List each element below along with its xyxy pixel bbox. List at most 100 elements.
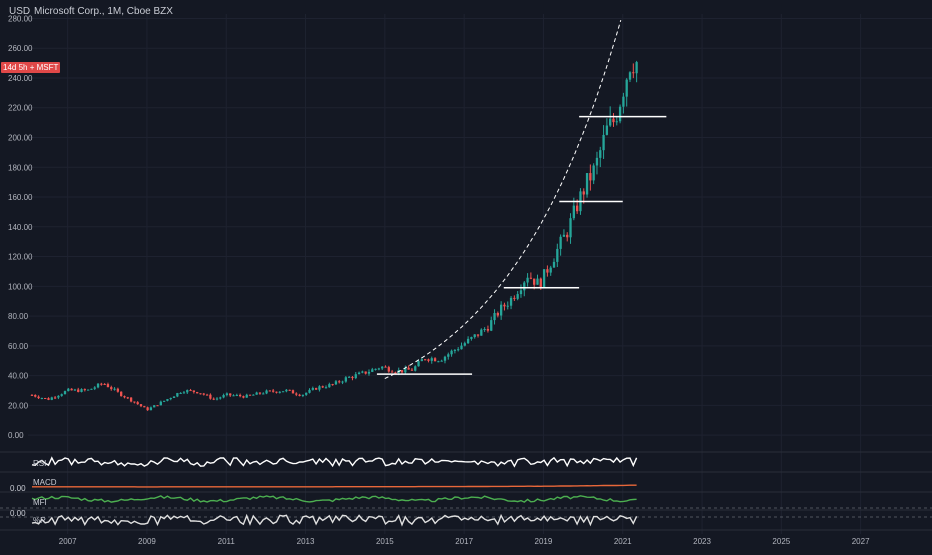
y-tick-label: 40.00 [8, 372, 29, 381]
candle-body [575, 205, 579, 212]
candle-body [437, 361, 440, 363]
candle-body [486, 328, 490, 331]
x-tick-label: 2011 [218, 537, 236, 546]
candle-body [503, 304, 506, 307]
candle-body [542, 269, 546, 289]
candle-body [182, 392, 186, 394]
candle-body [476, 334, 480, 336]
candle-body [480, 329, 483, 336]
y-tick-label: 280.00 [8, 14, 33, 23]
y-tick-label: 120.00 [8, 253, 33, 262]
candle-body [493, 313, 496, 321]
candle-body [361, 371, 364, 373]
candle-body [618, 106, 622, 122]
candle-body [60, 394, 63, 396]
candle-body [519, 290, 523, 295]
candle-body [103, 383, 106, 385]
candle-body [83, 389, 86, 391]
candle-body [63, 391, 67, 395]
x-tick-label: 2015 [376, 537, 394, 546]
y-tick-label: 80.00 [8, 312, 29, 321]
candle-body [566, 234, 569, 238]
candle-body [265, 390, 268, 394]
candle-body [496, 313, 499, 316]
candle-body [427, 359, 430, 361]
candle-body [460, 345, 463, 350]
candle-body [394, 372, 397, 374]
candle-body [513, 297, 516, 299]
candle-body [225, 393, 229, 396]
candle-body [612, 118, 615, 123]
candle-body [351, 376, 354, 379]
candle-body [602, 134, 605, 151]
candle-body [344, 377, 348, 382]
macd-label: MACD [33, 478, 57, 487]
candle-body [172, 396, 176, 398]
candle-body [374, 368, 377, 370]
candle-body [334, 381, 338, 385]
candle-body [348, 376, 351, 378]
candle-body [414, 366, 417, 371]
candle-body [556, 248, 559, 262]
candle-body [235, 394, 238, 396]
candle-body [338, 381, 341, 383]
candle-body [77, 389, 80, 392]
mfi-label: MFI [33, 498, 47, 507]
candle-body [70, 388, 73, 391]
y-tick-label: 260.00 [8, 44, 33, 53]
candle-body [367, 371, 371, 374]
candle-body [113, 388, 116, 390]
candle-body [622, 96, 625, 107]
candle-body [490, 320, 493, 331]
candle-body [466, 338, 470, 344]
candle-body [572, 205, 575, 219]
macd-line [32, 484, 637, 488]
candle-body [443, 356, 447, 361]
candle-body [457, 349, 460, 351]
candle-body [44, 397, 47, 399]
candle-body [559, 236, 562, 249]
candle-body [219, 397, 222, 399]
candle-body [417, 361, 420, 367]
candle-body [536, 278, 539, 285]
candle-body [354, 374, 357, 379]
y-tick-label: 200.00 [8, 134, 33, 143]
candle-body [423, 359, 427, 361]
currency-label: USD [9, 6, 31, 17]
y-tick-label: 240.00 [8, 74, 33, 83]
candle-body [410, 369, 414, 371]
y-tick-label: 0.00 [8, 431, 24, 440]
candle-body [57, 395, 60, 398]
candle-body [272, 390, 275, 392]
candle-body [34, 394, 37, 397]
candle-body [523, 282, 526, 291]
candle-body [53, 397, 57, 399]
candle-body [222, 395, 225, 398]
candle-body [143, 406, 146, 408]
candle-body [499, 304, 503, 316]
mfi-line [31, 495, 637, 503]
candle-body [242, 396, 245, 398]
candle-body [331, 384, 334, 386]
candle-body [420, 359, 424, 362]
candle-body [298, 394, 301, 396]
candle-body [308, 389, 311, 393]
candle-body [628, 72, 632, 80]
candle-body [318, 386, 321, 390]
candle-body [192, 390, 196, 393]
candle-body [96, 383, 100, 388]
candle-body [305, 392, 308, 395]
candle-body [470, 337, 473, 339]
candle-body [552, 261, 556, 268]
candle-body [268, 390, 272, 392]
x-tick-label: 2023 [693, 537, 711, 546]
candle-body [209, 394, 212, 399]
candle-body [357, 372, 361, 375]
candle-body [295, 393, 298, 395]
candle-body [255, 392, 258, 395]
macd-zero: 0.00 [10, 484, 26, 493]
candle-body [463, 343, 466, 346]
candle-body [186, 390, 189, 393]
